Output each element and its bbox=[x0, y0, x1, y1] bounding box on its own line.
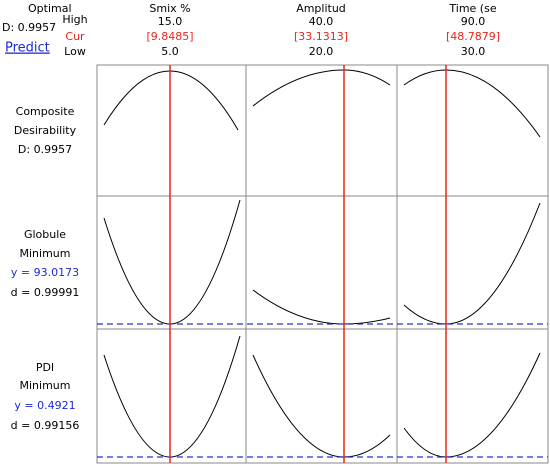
factor-low: 20.0 bbox=[309, 45, 334, 58]
factor-cur: [33.1313] bbox=[294, 30, 348, 43]
cur-label: Cur bbox=[65, 30, 85, 43]
response-label: Desirability bbox=[14, 124, 77, 137]
response-label: d = 0.99156 bbox=[11, 419, 80, 432]
factor-high: 90.0 bbox=[461, 15, 486, 28]
factor-cur: [48.7879] bbox=[446, 30, 500, 43]
high-label: High bbox=[62, 13, 87, 26]
factor-name: Amplitud bbox=[296, 2, 346, 15]
predict-link[interactable]: Predict bbox=[5, 41, 50, 56]
response-label: d = 0.99991 bbox=[11, 286, 80, 299]
response-label: D: 0.9957 bbox=[18, 143, 72, 156]
response-label: Minimum bbox=[20, 379, 71, 392]
overall-d: D: 0.9957 bbox=[2, 21, 56, 34]
response-curve bbox=[252, 69, 391, 107]
factor-name: Time (se bbox=[448, 2, 496, 15]
response-label: Composite bbox=[16, 105, 75, 118]
response-curve bbox=[103, 335, 241, 458]
optimal-label: Optimal bbox=[28, 2, 72, 15]
response-curve bbox=[403, 352, 541, 458]
response-label: Globule bbox=[24, 228, 66, 241]
factor-low: 5.0 bbox=[161, 45, 179, 58]
response-curve bbox=[403, 202, 541, 325]
low-label: Low bbox=[64, 45, 86, 58]
factor-cur: [9.8485] bbox=[146, 30, 193, 43]
response-curve bbox=[252, 289, 391, 325]
response-label: y = 93.0173 bbox=[11, 266, 79, 279]
response-curve bbox=[103, 199, 241, 325]
response-curve bbox=[103, 70, 239, 131]
frames bbox=[96, 64, 549, 464]
factor-name: Smix % bbox=[149, 2, 190, 15]
response-label: Minimum bbox=[20, 247, 71, 260]
response-label: y = 0.4921 bbox=[14, 399, 75, 412]
factor-high: 15.0 bbox=[158, 15, 183, 28]
response-label: PDI bbox=[36, 361, 54, 374]
factor-low: 30.0 bbox=[461, 45, 486, 58]
factor-high: 40.0 bbox=[309, 15, 334, 28]
response-curve bbox=[252, 354, 391, 458]
response-curve bbox=[403, 69, 541, 138]
